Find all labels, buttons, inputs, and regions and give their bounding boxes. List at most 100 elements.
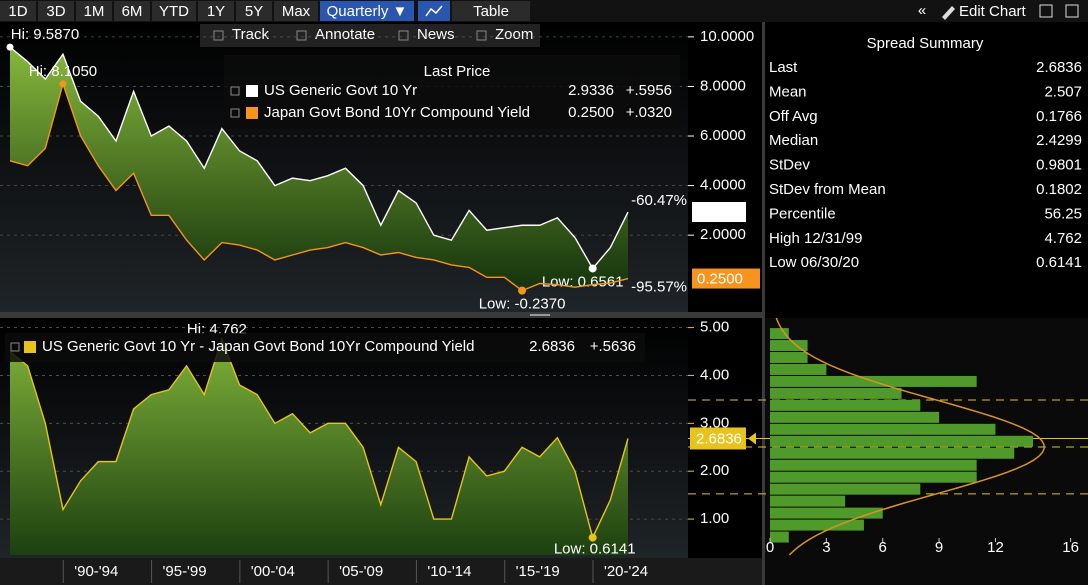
area	[10, 338, 628, 555]
legend-change: +.0320	[626, 104, 672, 121]
range-label[interactable]: 1M	[84, 3, 105, 20]
hist-bar	[770, 519, 864, 531]
legend-box	[5, 333, 645, 362]
spread-band	[10, 47, 628, 291]
summary-value: 2.6836	[1036, 59, 1082, 76]
range-button[interactable]	[0, 1, 36, 21]
pct-label: -95.57%	[631, 279, 687, 296]
range-label[interactable]: 6M	[122, 3, 143, 20]
x-tick-label: '95-'99	[163, 563, 207, 580]
hist-bar	[770, 435, 1034, 447]
hist-bar	[770, 495, 846, 507]
hi-point	[59, 80, 67, 88]
y-tick-label: 4.00	[700, 366, 729, 383]
x-tick-label: '05-'09	[339, 563, 383, 580]
range-button[interactable]	[152, 1, 196, 21]
hist-bar	[770, 507, 883, 519]
tool[interactable]: Track	[232, 26, 269, 43]
low-point	[588, 264, 597, 273]
summary-label: High 12/31/99	[769, 230, 862, 247]
legend-toggle[interactable]	[230, 86, 240, 96]
handle	[530, 314, 550, 316]
collapse[interactable]: «	[918, 2, 926, 19]
hist-bar	[770, 483, 921, 495]
legend-toggle[interactable]	[230, 108, 240, 118]
summary-label: Low 06/30/20	[769, 254, 859, 271]
table-label[interactable]: Table	[473, 3, 509, 20]
hist-bar	[770, 363, 827, 375]
summary-title: Spread Summary	[867, 35, 984, 52]
table-button[interactable]	[452, 1, 530, 21]
range-label[interactable]: Max	[282, 3, 311, 20]
hist-bar	[770, 352, 808, 363]
hist-bar	[770, 531, 789, 543]
legend-name: US Generic Govt 10 Yr	[264, 82, 417, 99]
range-label[interactable]: 5Y	[245, 3, 263, 20]
hist-bar	[770, 328, 789, 340]
legend-title: Last Price	[424, 63, 491, 80]
summary-value: 2.507	[1044, 83, 1082, 100]
tool[interactable]: Zoom	[495, 26, 533, 43]
summary-label: StDev from Mean	[769, 181, 886, 198]
legend-swatch	[246, 85, 258, 97]
range-label[interactable]: 3D	[46, 3, 65, 20]
divider	[762, 22, 765, 585]
y-tick-label: 1.00	[700, 510, 729, 527]
range-button[interactable]	[114, 1, 150, 21]
summary-label: Mean	[769, 83, 807, 100]
range-label[interactable]: YTD	[159, 3, 189, 20]
y-tick-label: 3.00	[700, 414, 729, 431]
frequency-label[interactable]: Quarterly ▼	[327, 3, 408, 20]
summary-value: 4.762	[1044, 230, 1082, 247]
range-button[interactable]	[198, 1, 234, 21]
pct-label: -60.47%	[631, 192, 687, 209]
last-tag	[690, 427, 746, 450]
edit-chart[interactable]: Edit Chart	[959, 3, 1027, 20]
last-tag-label: 0.2500	[697, 271, 743, 288]
y-tick-label: 10.0000	[700, 28, 754, 45]
range-button[interactable]	[236, 1, 272, 21]
summary-label: StDev	[769, 157, 810, 174]
tool[interactable]: Annotate	[315, 26, 375, 43]
tool-icon	[398, 30, 409, 41]
hist-bar	[770, 340, 808, 352]
low-point	[588, 533, 597, 542]
tool-icon	[476, 30, 487, 41]
tools-bar	[200, 24, 540, 47]
legend-box	[224, 55, 680, 129]
summary-value: 0.1766	[1036, 108, 1082, 125]
hist-bar	[770, 459, 977, 471]
summary-label: Median	[769, 132, 818, 149]
low-point	[518, 286, 527, 295]
range-label[interactable]: 1D	[8, 3, 27, 20]
tool[interactable]: News	[417, 26, 455, 43]
legend-toggle[interactable]	[10, 342, 20, 352]
range-button[interactable]	[38, 1, 74, 21]
range-button[interactable]	[76, 1, 112, 21]
summary-label: Percentile	[769, 205, 836, 222]
summary-label: Off Avg	[769, 108, 818, 125]
x-tick-label: '90-'94	[74, 563, 118, 580]
low-label: Low: 0.6561	[542, 273, 624, 290]
frequency-button[interactable]	[320, 1, 414, 21]
x-tick-label: 0	[766, 539, 774, 556]
range-label[interactable]: 1Y	[207, 3, 225, 20]
x-tick-label: 9	[935, 539, 943, 556]
summary-value: 2.4299	[1036, 132, 1082, 149]
low-label: Low: -0.2370	[479, 296, 566, 313]
legend-name: US Generic Govt 10 Yr - Japan Govt Bond …	[42, 338, 474, 355]
range-button[interactable]	[274, 1, 318, 21]
y-tick-label: 2.0000	[700, 226, 746, 243]
x-tick-label: 16	[1062, 539, 1079, 556]
line	[9, 336, 629, 540]
legend-swatch	[24, 341, 36, 353]
x-tick-label: 6	[879, 539, 887, 556]
export-icon[interactable]	[1065, 4, 1079, 18]
summary-value: 0.1802	[1036, 181, 1082, 198]
hist-bar	[770, 447, 1015, 459]
settings-icon[interactable]	[1039, 4, 1053, 18]
x-tick-label: 12	[987, 539, 1004, 556]
legend-last: 2.9336	[568, 82, 614, 99]
